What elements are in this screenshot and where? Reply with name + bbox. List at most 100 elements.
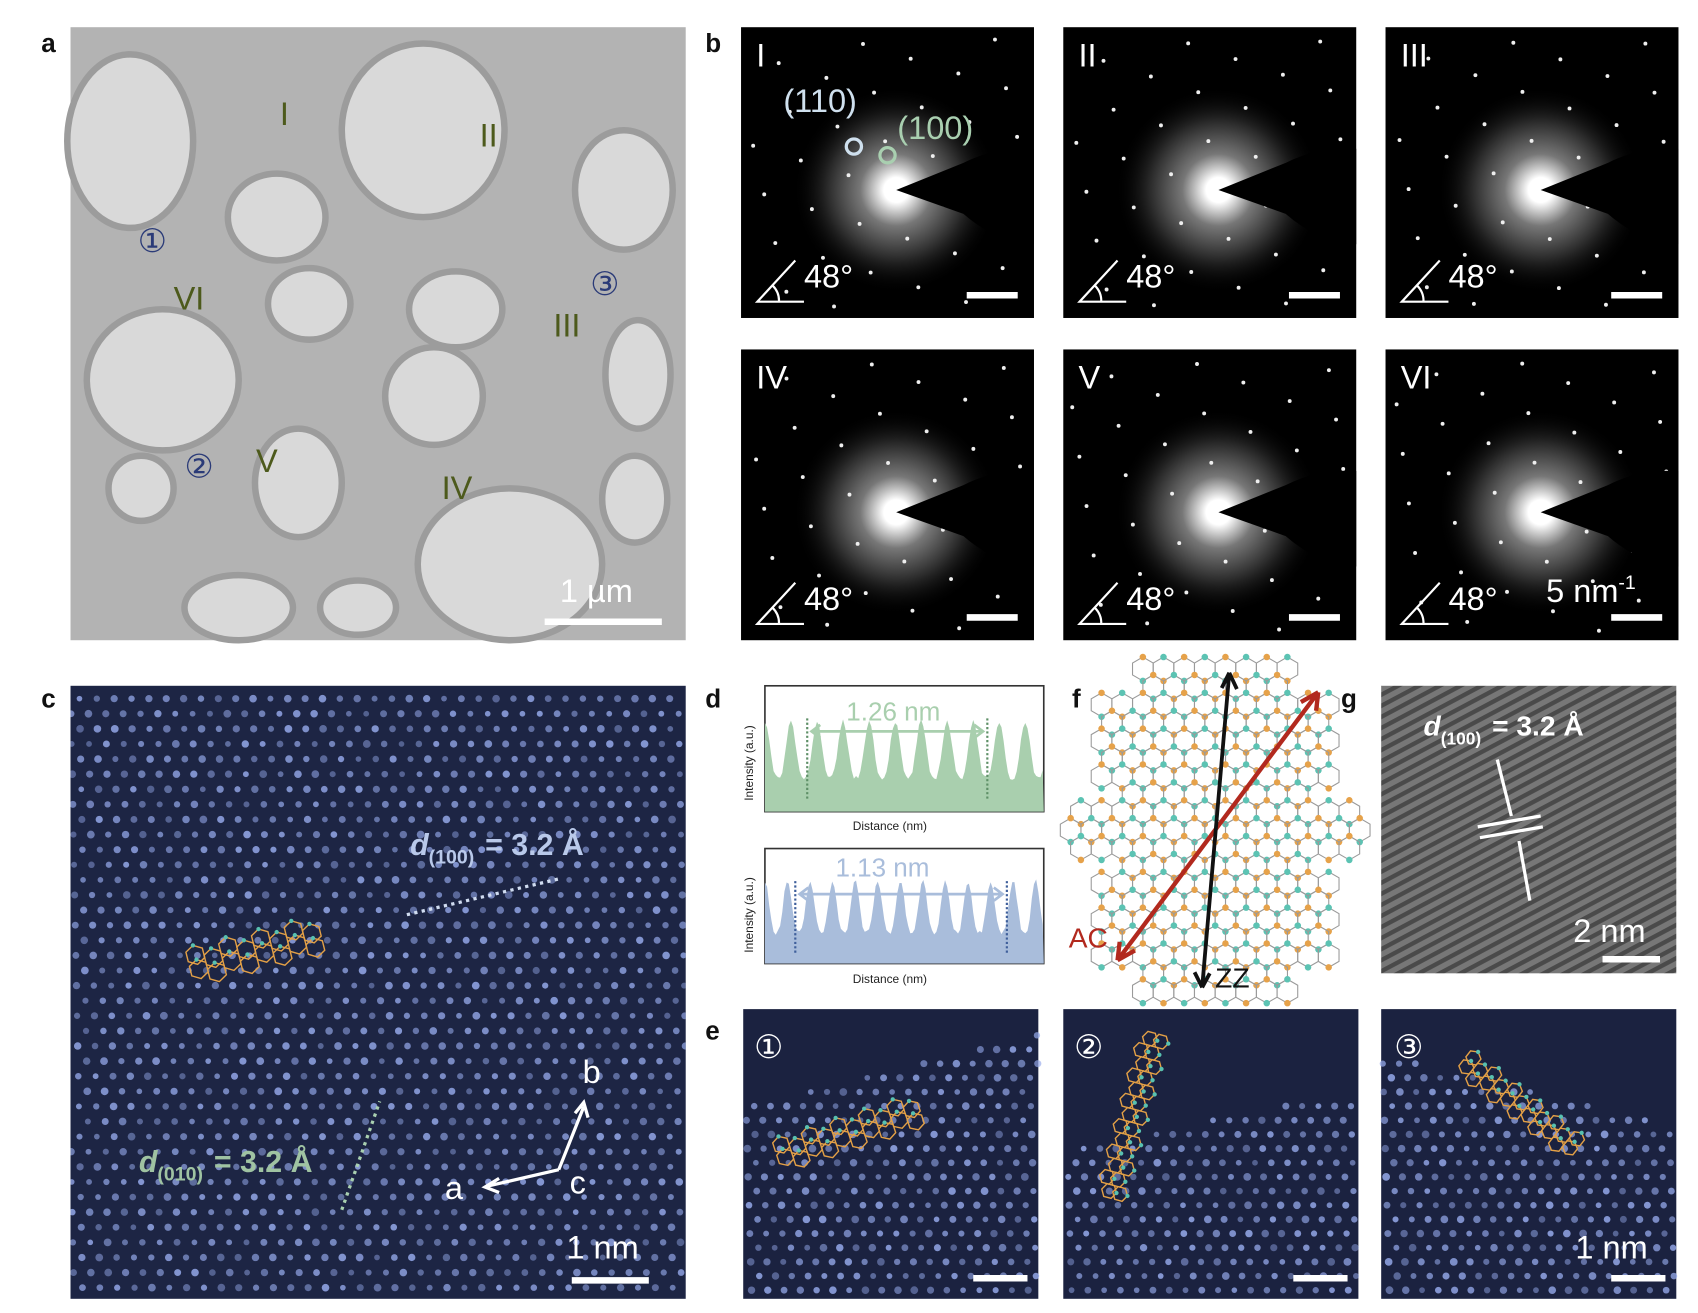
hexagon <box>886 1098 905 1117</box>
atom <box>1219 1159 1226 1167</box>
atom <box>360 1027 368 1035</box>
atom <box>376 937 383 944</box>
hexagon <box>1506 1082 1524 1099</box>
atom <box>678 891 686 899</box>
atom <box>676 740 683 748</box>
hexagon <box>1276 656 1299 682</box>
atom <box>586 1057 594 1065</box>
atom <box>905 1088 912 1096</box>
atom <box>1349 1159 1356 1166</box>
atom <box>1530 1202 1537 1209</box>
atom <box>78 1253 86 1262</box>
atom <box>1401 1258 1409 1266</box>
atom <box>1426 1272 1434 1280</box>
atom <box>992 1045 1001 1054</box>
atom <box>477 786 484 793</box>
atom <box>969 1088 978 1096</box>
atom <box>438 1042 447 1050</box>
atom <box>1191 814 1198 822</box>
atom <box>1545 1201 1554 1210</box>
atom <box>1112 1144 1121 1153</box>
atom <box>152 1057 160 1066</box>
atom <box>294 1208 302 1216</box>
atom <box>1488 1159 1495 1167</box>
atom <box>676 1208 684 1216</box>
atom <box>995 1103 1002 1110</box>
atom <box>202 907 209 914</box>
atom <box>249 694 257 703</box>
atom <box>542 1042 551 1050</box>
atom <box>1273 958 1281 965</box>
hole <box>405 268 506 351</box>
atom <box>1307 1116 1315 1124</box>
central-beam <box>1115 409 1322 616</box>
atom <box>535 1088 542 1095</box>
atom <box>146 1163 153 1171</box>
atom <box>1481 1202 1488 1209</box>
atom <box>1203 1215 1212 1224</box>
atom <box>360 1057 369 1065</box>
atom <box>223 1118 230 1125</box>
atom <box>284 724 293 733</box>
atom <box>1213 1258 1221 1266</box>
atom <box>1106 1216 1114 1223</box>
atom <box>582 1284 590 1292</box>
diffraction-spot <box>1101 58 1106 63</box>
atom <box>788 1272 796 1280</box>
atom <box>73 1012 81 1019</box>
diffraction-spot <box>778 605 783 610</box>
atom <box>862 1106 867 1111</box>
atom <box>1531 1258 1539 1266</box>
atom <box>812 1258 820 1266</box>
hexagon <box>1125 1135 1142 1152</box>
atom <box>898 1159 906 1167</box>
atom <box>296 891 304 899</box>
atom <box>292 1118 300 1125</box>
diffraction-spot <box>861 42 865 46</box>
atom <box>473 1042 481 1050</box>
atom <box>1524 1094 1529 1100</box>
atom <box>207 1178 214 1186</box>
atom <box>1619 1215 1627 1223</box>
atom <box>282 1042 290 1050</box>
atom <box>585 997 593 1005</box>
atom <box>128 695 135 702</box>
panel-label: f <box>1072 683 1081 713</box>
atom <box>1030 1188 1037 1195</box>
diffraction-spot <box>1567 106 1572 111</box>
atom <box>259 740 266 747</box>
atom <box>771 1272 780 1280</box>
atom <box>501 1118 508 1125</box>
diffraction-spot <box>967 120 972 125</box>
atom <box>939 1145 946 1152</box>
atom <box>409 1284 416 1291</box>
atom <box>531 936 540 944</box>
atom <box>849 1117 855 1122</box>
scale-bar-label: 2 nm <box>1573 913 1645 949</box>
atom <box>1496 1173 1504 1181</box>
atom <box>1269 1216 1277 1223</box>
atom <box>625 1269 633 1277</box>
atom <box>1098 856 1105 864</box>
atom <box>421 1042 429 1050</box>
atom <box>266 1073 273 1080</box>
atom <box>668 786 675 793</box>
atom <box>530 1284 538 1291</box>
atom <box>537 1238 546 1247</box>
atom <box>324 967 331 974</box>
atom <box>1189 1272 1197 1280</box>
atom <box>996 1159 1004 1166</box>
atom <box>1586 1188 1593 1195</box>
atom <box>95 1223 102 1231</box>
atom <box>893 1258 901 1266</box>
atom <box>222 1058 229 1065</box>
atom <box>467 1148 474 1155</box>
atom <box>1423 1159 1430 1166</box>
atom <box>123 861 130 868</box>
diffraction-spot <box>952 251 957 256</box>
atom <box>619 996 628 1005</box>
atom <box>434 1209 440 1215</box>
atom <box>457 695 465 703</box>
atom <box>337 755 345 763</box>
atom <box>130 816 138 823</box>
